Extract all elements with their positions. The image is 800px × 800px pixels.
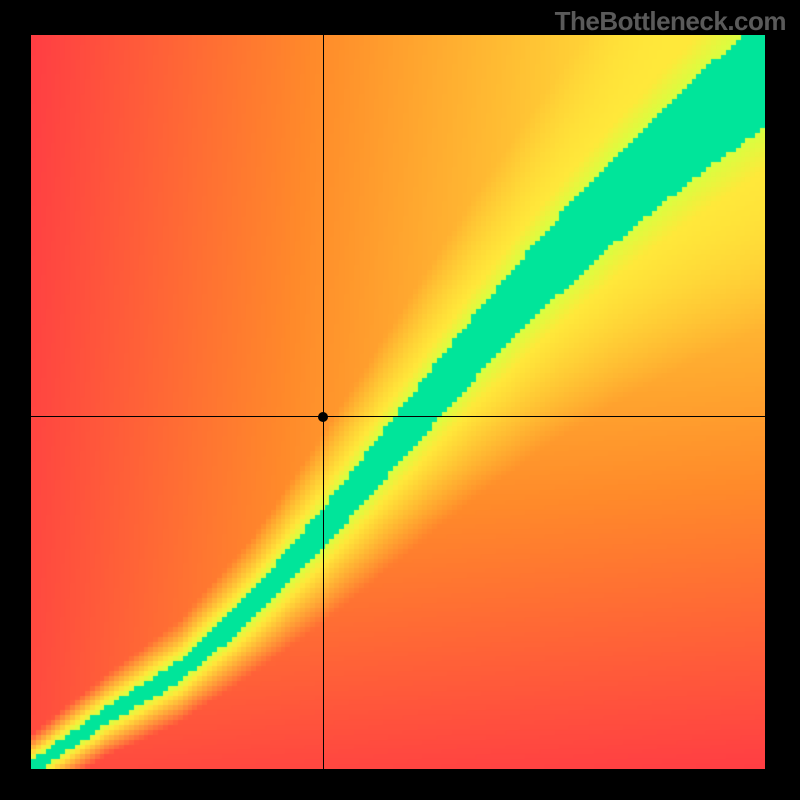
chart-container: TheBottleneck.com <box>0 0 800 800</box>
crosshair-dot <box>318 412 328 422</box>
watermark-text: TheBottleneck.com <box>555 6 786 37</box>
bottleneck-heatmap <box>31 35 765 769</box>
crosshair-vertical <box>323 35 324 769</box>
crosshair-horizontal <box>31 416 765 417</box>
